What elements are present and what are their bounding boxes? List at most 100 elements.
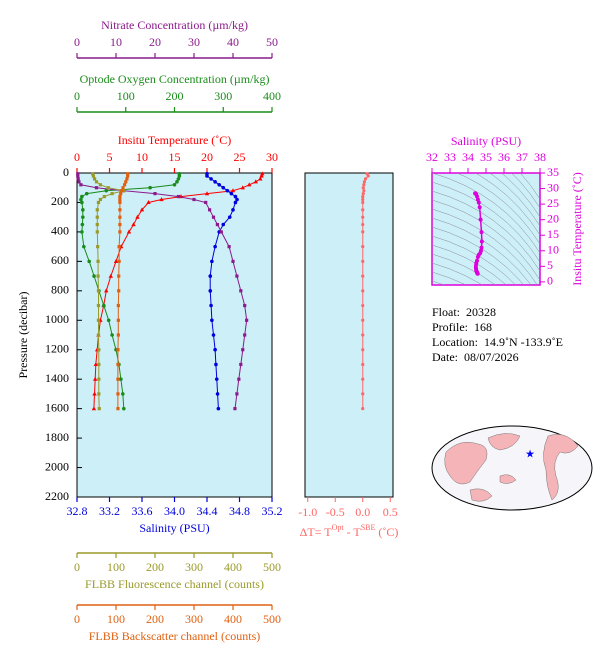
marker: [216, 406, 221, 411]
marker: [96, 318, 101, 322]
marker: [95, 208, 99, 212]
marker: [110, 192, 114, 196]
marker: [81, 215, 85, 219]
marker: [361, 362, 365, 367]
x-tick-label: 0: [74, 612, 80, 626]
marker: [118, 208, 122, 212]
y-tick-label: 1200: [45, 341, 69, 355]
marker: [361, 186, 365, 190]
x-tick-label: 34: [462, 150, 474, 164]
marker: [93, 362, 99, 367]
marker: [176, 194, 180, 199]
marker: [240, 185, 245, 190]
density-contour: [432, 190, 540, 272]
marker: [362, 180, 366, 184]
x-tick-label: 0: [74, 560, 80, 574]
marker: [116, 318, 120, 322]
marker: [209, 177, 213, 181]
marker: [243, 333, 247, 337]
density-contour: [511, 173, 540, 209]
marker: [361, 289, 365, 293]
marker: [361, 200, 365, 205]
axis-title-part: - T: [344, 525, 362, 539]
axis-title: Optode Oxygen Concentration (µm/kg): [80, 72, 270, 86]
y-tick-label: 0: [547, 274, 553, 288]
marker: [221, 185, 226, 190]
density-contour: [432, 262, 483, 285]
x-tick-label: 20: [201, 150, 213, 164]
marker: [76, 174, 80, 178]
x-tick-label: -0.5: [326, 505, 345, 519]
y-tick-label: 2000: [45, 459, 69, 473]
y-tick-label: 25: [547, 196, 559, 210]
marker: [219, 230, 223, 234]
info-line: Float: 20328: [432, 305, 496, 319]
y-tick-label: 400: [51, 224, 69, 238]
marker: [126, 172, 130, 176]
x-axis-title: Salinity (PSU): [451, 134, 521, 148]
marker: [361, 274, 365, 278]
density-contour: [432, 208, 538, 285]
marker: [225, 188, 230, 193]
info-line: Location: 14.9˚N -133.9˚E: [432, 335, 563, 349]
marker: [96, 289, 101, 293]
x-tick-label: 300: [214, 89, 232, 103]
x-tick-label: 0: [74, 35, 80, 49]
marker: [119, 377, 123, 381]
marker: [116, 333, 120, 337]
marker: [213, 180, 217, 184]
info-line: Date: 08/07/2026: [432, 350, 519, 364]
marker: [117, 245, 121, 249]
marker: [98, 183, 102, 187]
marker: [361, 197, 365, 202]
x-tick-label: 300: [185, 612, 203, 626]
marker: [81, 208, 85, 212]
x-tick-label: 30: [188, 35, 200, 49]
x-tick-label: 32.8: [67, 504, 88, 518]
info-label: Float:: [432, 305, 460, 319]
marker: [237, 377, 241, 381]
marker: [96, 245, 100, 249]
x-tick-label: 0.0: [355, 505, 370, 519]
y-tick-label: 1400: [45, 371, 69, 385]
marker: [361, 222, 365, 227]
marker: [120, 189, 124, 193]
marker: [211, 215, 216, 219]
marker: [204, 200, 208, 205]
marker: [213, 244, 217, 249]
x-tick-label: 0: [74, 150, 80, 164]
marker: [104, 288, 109, 293]
marker: [80, 230, 84, 234]
marker: [243, 303, 247, 308]
y-axis-title: Insitu Temperature (˚C): [570, 172, 584, 286]
x-tick-label: 200: [146, 560, 164, 574]
marker: [361, 407, 365, 411]
marker: [214, 377, 219, 381]
y-tick-label: 800: [51, 283, 69, 297]
marker: [117, 259, 121, 263]
marker: [227, 245, 231, 249]
marker: [118, 194, 122, 199]
x-tick-label: 10: [136, 150, 148, 164]
world-map: ★: [431, 425, 593, 511]
marker: [204, 191, 210, 196]
marker: [96, 259, 100, 263]
marker: [205, 174, 209, 178]
x-tick-label: 20: [149, 35, 161, 49]
marker: [153, 192, 157, 196]
y-tick-label: 1600: [45, 400, 69, 414]
marker: [76, 172, 80, 176]
axis-title: Nitrate Concentration (µm/kg): [101, 18, 248, 32]
marker: [362, 189, 366, 193]
y-tick-label: 15: [547, 227, 559, 241]
x-tick-label: 25: [234, 150, 246, 164]
x-tick-label: 100: [107, 612, 125, 626]
marker: [95, 215, 99, 219]
marker: [214, 362, 218, 367]
marker: [361, 333, 365, 337]
y-tick-label: 600: [51, 253, 69, 267]
x-tick-label: 0: [74, 89, 80, 103]
marker: [245, 318, 249, 322]
marker: [159, 197, 164, 202]
marker: [118, 197, 122, 202]
